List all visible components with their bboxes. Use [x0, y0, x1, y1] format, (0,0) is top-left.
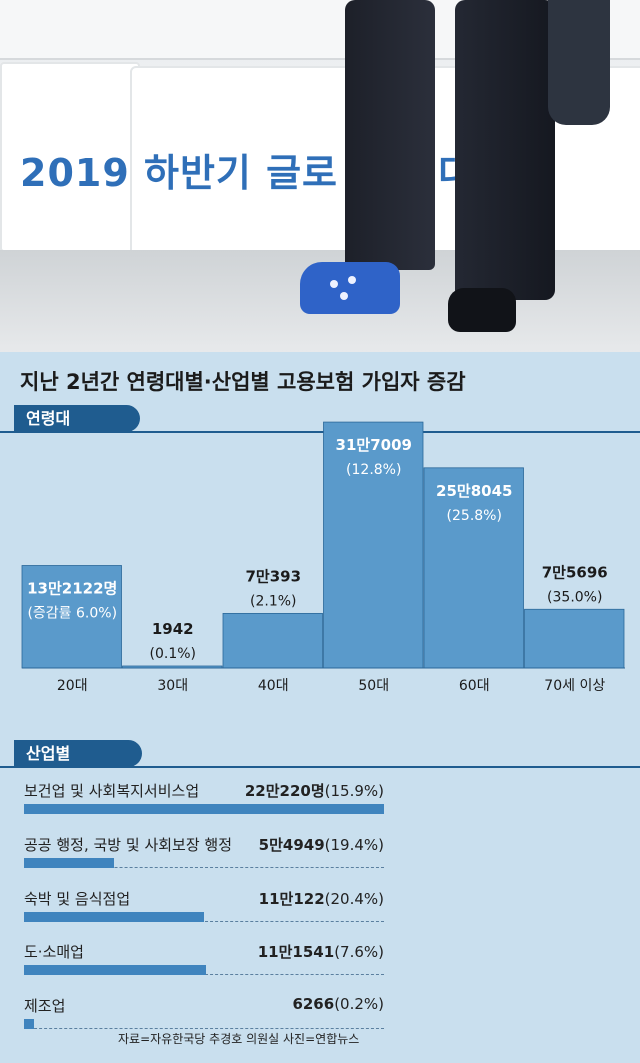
industry-bar: [24, 1019, 35, 1029]
industry-value: 11만1541(7.6%): [258, 941, 384, 962]
age-value-label: 1942: [152, 620, 194, 638]
industry-rate: (20.4%): [324, 890, 384, 908]
industry-count: 11만122: [258, 890, 325, 908]
age-rate-label: (2.1%): [250, 593, 297, 609]
industry-label: 제조업: [24, 997, 66, 1015]
booth-left-panel: [0, 62, 140, 252]
age-section-divider: [0, 431, 640, 433]
blue-shoe: [300, 262, 400, 314]
industry-section-label: 산업별: [14, 740, 142, 767]
age-value-label: 31만7009: [336, 436, 412, 454]
right-leg: [455, 0, 555, 300]
age-category-label: 60대: [459, 678, 490, 694]
industry-label: 공공 행정, 국방 및 사회보장 행정: [24, 836, 233, 854]
industry-rate: (15.9%): [324, 782, 384, 800]
age-category-label: 40대: [258, 678, 289, 694]
industry-count: 6266: [292, 995, 335, 1013]
industry-bar: [24, 858, 114, 868]
age-section-label: 연령대: [14, 405, 140, 432]
age-bar: [21, 565, 122, 669]
industry-count: 11만1541: [257, 943, 335, 961]
age-category-label: 30대: [157, 678, 188, 694]
age-category-label: 70세 이상: [544, 678, 605, 694]
age-bar: [524, 608, 625, 669]
age-category-label: 50대: [358, 678, 389, 694]
industry-bar: [24, 912, 205, 922]
age-rate-label: (증감률 6.0%): [27, 606, 117, 622]
industry-section-divider: [0, 766, 640, 768]
age-value-label: 13만2122명: [27, 580, 117, 598]
industry-bar: [24, 804, 384, 814]
age-rate-label: (12.8%): [346, 462, 401, 478]
industry-count: 22만220명: [244, 782, 325, 800]
industry-track: [24, 858, 384, 868]
industry-label: 도·소매업: [24, 943, 84, 961]
age-value-label: 7만393: [245, 567, 301, 585]
industry-track: [24, 1019, 384, 1029]
person-legs: [345, 0, 560, 300]
chart-title: 지난 2년간 연령대별·산업별 고용보험 가입자 증감: [20, 370, 466, 394]
age-rate-label: (25.8%): [447, 508, 502, 524]
age-rate-label: (35.0%): [547, 589, 602, 605]
industry-value: 22만220명(15.9%): [245, 780, 384, 801]
age-bar: [423, 467, 524, 669]
age-rate-label: (0.1%): [150, 646, 197, 662]
age-bar: [222, 612, 323, 669]
industry-value: 5만4949(19.4%): [259, 834, 384, 855]
age-bar: [323, 421, 424, 669]
industry-rate: (0.2%): [334, 995, 384, 1013]
industry-rate: (19.4%): [324, 836, 384, 854]
industry-bar: [24, 965, 207, 975]
industry-label: 보건업 및 사회복지서비스업: [24, 782, 200, 800]
age-value-label: 25만8045: [436, 482, 512, 500]
age-bar-chart: 13만2122명 (증감률 6.0%) 20대 1942 (0.1%) 30대 7만393 (…: [21, 421, 625, 694]
industry-value: 6266(0.2%): [292, 995, 384, 1013]
industry-value: 11만122(20.4%): [259, 888, 384, 909]
left-leg: [345, 0, 435, 270]
source-credit: 자료=자유한국당 추경호 의원실 사진=연합뉴스: [118, 1032, 360, 1046]
industry-label: 숙박 및 음식점업: [24, 890, 131, 908]
age-category-label: 20대: [57, 678, 88, 694]
bag: [548, 0, 610, 125]
photo: 2019 하반기 글로 일자 대전: [0, 0, 640, 352]
industry-rate: (7.6%): [334, 943, 384, 961]
industry-count: 5만4949: [258, 836, 325, 854]
age-value-label: 7만5696: [542, 563, 608, 581]
black-shoe: [448, 288, 516, 332]
